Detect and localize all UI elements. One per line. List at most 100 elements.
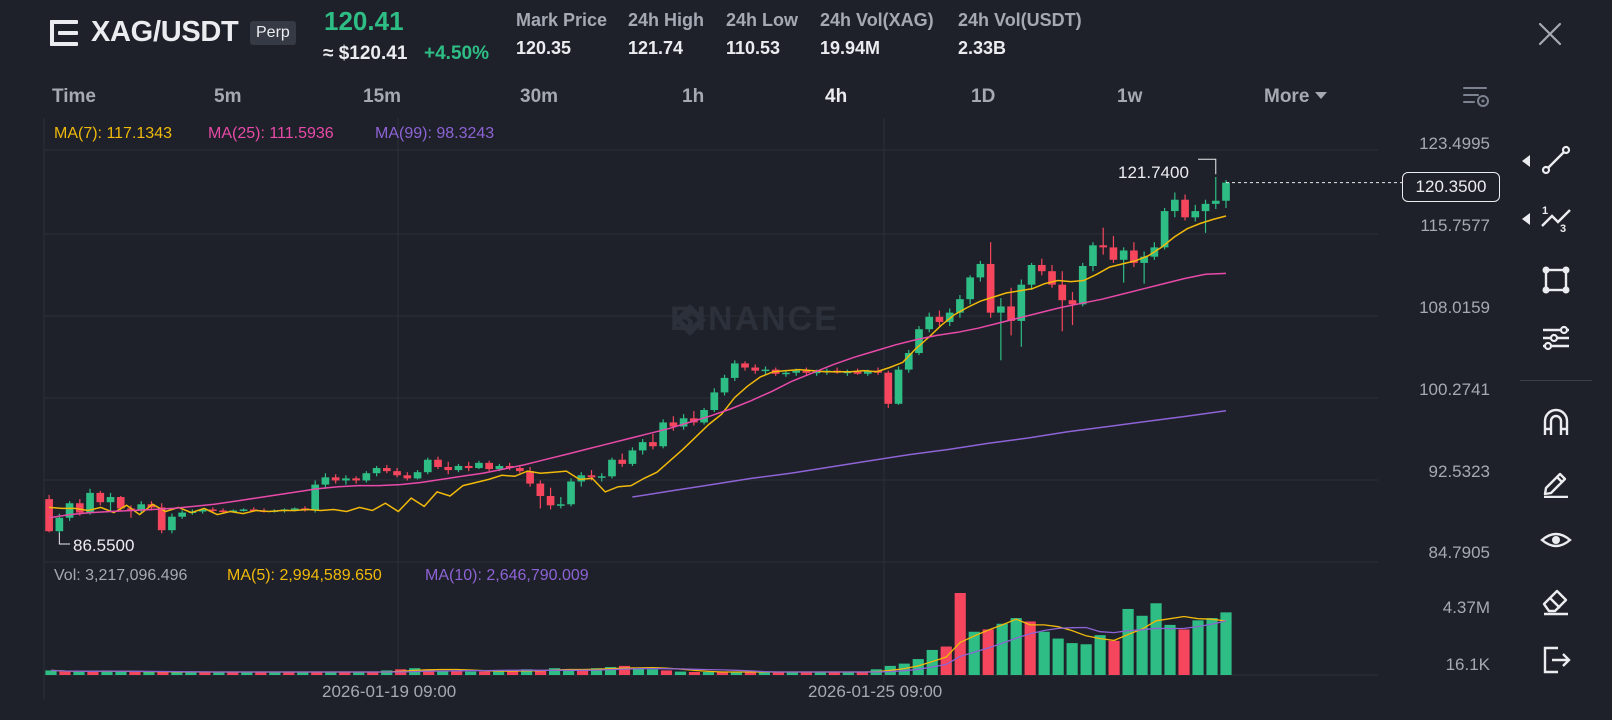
candle-body: [290, 508, 299, 510]
volume-ma5-legend: MA(5): 2,994,589.650: [227, 567, 382, 584]
ma99-line: [632, 410, 1227, 498]
volume-bar: [856, 671, 868, 675]
svg-text:3: 3: [1560, 223, 1566, 234]
volume-bar: [1080, 644, 1092, 675]
toolbar-divider: [1520, 380, 1592, 381]
low-price-marker: 86.5500: [73, 536, 135, 555]
ma7-line: [49, 215, 1227, 516]
candle-body: [1170, 199, 1179, 212]
ma25-legend: MA(25): 111.5936: [208, 125, 334, 142]
volume-bar: [632, 668, 645, 675]
price-tick: 123.4995: [1419, 134, 1490, 153]
volume-bar: [297, 672, 309, 675]
volume-bar: [730, 672, 743, 675]
candle-body: [198, 509, 207, 512]
volume-bar: [73, 671, 85, 675]
candle-body: [1211, 200, 1220, 204]
candle-body: [730, 363, 739, 378]
candle-body: [178, 512, 186, 517]
volume-bar: [199, 672, 211, 675]
candle-body: [464, 465, 473, 469]
volume-bar: [479, 671, 491, 675]
candle-body: [618, 459, 627, 464]
time-tick: 2026-01-25 09:00: [808, 682, 943, 701]
chart-settings-icon[interactable]: [1462, 84, 1490, 110]
close-icon[interactable]: [1538, 22, 1562, 46]
candle-body: [812, 371, 821, 374]
ma99-legend: MA(99): 98.3243: [375, 125, 495, 142]
volume-bar: [367, 671, 379, 675]
candle-body: [311, 484, 320, 511]
volume-bar: [674, 671, 687, 675]
candle-body: [649, 442, 657, 447]
volume-tick: 4.37M: [1442, 598, 1490, 617]
24h-vol-quote-label: 24h Vol(USDT): [958, 10, 1082, 30]
candle-body: [1037, 264, 1046, 272]
tab-1w[interactable]: 1w: [1117, 86, 1143, 107]
volume-bar: [604, 667, 617, 675]
candle-body: [628, 450, 637, 464]
candle-body: [1140, 256, 1148, 263]
volume-bar: [1150, 603, 1162, 675]
volume-bar: [800, 672, 812, 675]
indicator-settings-icon[interactable]: [1540, 322, 1572, 354]
symbol-title[interactable]: XAG/USDT: [91, 16, 239, 48]
contract-type-badge: Perp: [250, 21, 296, 45]
volume-bar: [283, 672, 295, 675]
candle-body: [55, 517, 64, 532]
volume-bar: [940, 646, 952, 675]
expand-caret-icon[interactable]: [1522, 155, 1530, 167]
eraser-icon[interactable]: [1540, 584, 1572, 616]
candle-body: [475, 462, 483, 469]
tab-5m[interactable]: 5m: [214, 86, 242, 107]
volume-bar: [507, 670, 519, 675]
tab-30m[interactable]: 30m: [520, 86, 559, 107]
price-tick: 115.7577: [1420, 216, 1490, 235]
tab-more-label: More: [1264, 86, 1310, 107]
volume-bar: [534, 670, 547, 675]
candle-body: [925, 316, 934, 330]
volume-bar: [520, 669, 533, 675]
candle-body: [546, 495, 555, 506]
tab-time[interactable]: Time: [52, 86, 97, 107]
volume-bar: [660, 670, 673, 675]
menu-icon[interactable]: [50, 20, 78, 46]
volume-bar: [1094, 635, 1106, 675]
volume-bar: [269, 672, 281, 675]
candle-body: [802, 370, 811, 373]
candle-body: [1160, 211, 1169, 248]
eye-icon[interactable]: [1540, 524, 1572, 556]
candle-body: [884, 372, 893, 404]
volume-bar: [241, 672, 253, 675]
candle-body: [1068, 300, 1077, 305]
magnet-icon[interactable]: [1540, 406, 1572, 438]
candle-body: [423, 459, 432, 473]
candle-body: [1048, 271, 1056, 285]
volume-bar: [688, 672, 701, 675]
tab-4h[interactable]: 4h: [825, 86, 848, 107]
candle-body: [321, 477, 330, 485]
tab-more[interactable]: More: [1264, 86, 1328, 108]
tab-1d[interactable]: 1D: [971, 86, 996, 107]
high-price-marker: 121.7400: [1118, 163, 1189, 182]
volume-bar: [143, 672, 155, 675]
candle-body: [1109, 247, 1118, 260]
exit-icon[interactable]: [1540, 644, 1572, 676]
volume-bar: [1010, 618, 1022, 675]
low-connector: [58, 532, 70, 545]
expand-caret-icon[interactable]: [1522, 213, 1530, 225]
24h-low-value: 110.53: [726, 38, 781, 58]
candle-body: [741, 363, 749, 368]
volume-ma10-line: [50, 620, 1227, 673]
tab-1h[interactable]: 1h: [682, 86, 705, 107]
shape-icon[interactable]: [1540, 264, 1572, 296]
volume-tick: 16.1K: [1445, 655, 1490, 674]
tab-15m[interactable]: 15m: [363, 86, 402, 107]
candle-body: [106, 497, 115, 503]
pencil-icon[interactable]: [1540, 466, 1572, 499]
24h-vol-quote-value: 2.33B: [958, 38, 1007, 58]
trend-line-icon[interactable]: [1540, 144, 1572, 176]
candle-body: [935, 316, 944, 322]
